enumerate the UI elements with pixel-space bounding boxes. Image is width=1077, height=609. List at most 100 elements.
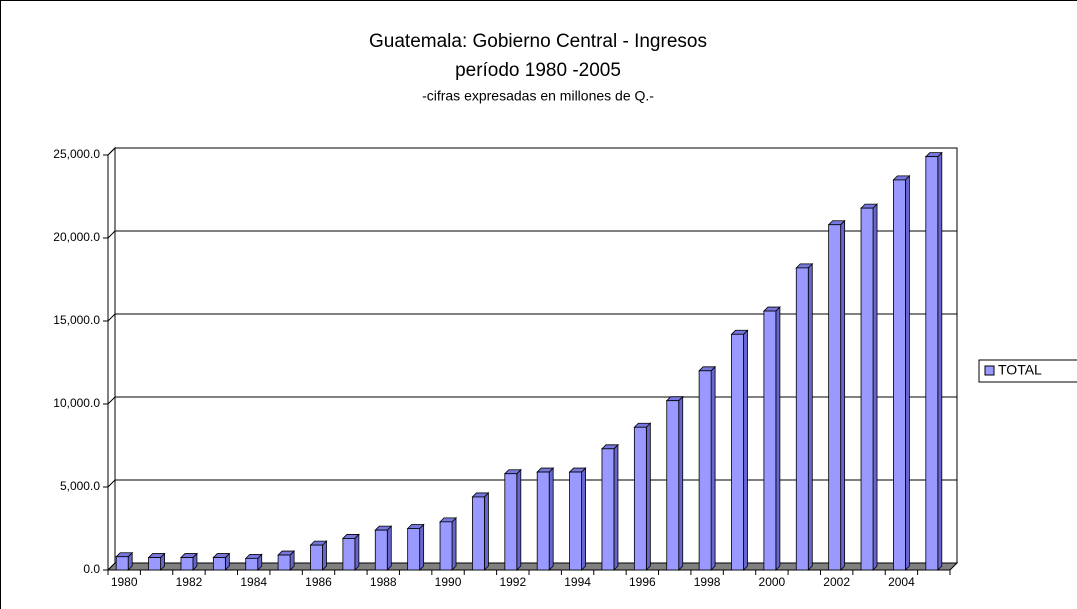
bar-front	[374, 529, 388, 571]
bar-side	[872, 203, 878, 571]
bar-side	[678, 395, 684, 571]
bar-front	[860, 207, 874, 571]
bar	[892, 174, 911, 571]
bar	[762, 306, 781, 571]
bar	[179, 552, 198, 571]
grid-line-side	[107, 396, 116, 405]
bar-side	[807, 262, 813, 571]
bar-side	[581, 467, 586, 571]
x-tick-label: 1990	[435, 575, 462, 589]
legend-box	[978, 359, 1077, 383]
x-tick-label: 1980	[111, 575, 138, 589]
bar-front	[569, 471, 582, 571]
y-tick-label: 0.0	[83, 562, 100, 576]
x-tick-label: 1988	[370, 575, 397, 589]
bar-front	[601, 448, 615, 571]
bar-front	[439, 521, 453, 571]
bar	[924, 151, 943, 571]
bar	[536, 467, 555, 571]
grid-line-side	[107, 147, 116, 156]
grid-line-side	[107, 479, 116, 488]
bar	[471, 491, 490, 571]
bar-front	[666, 400, 680, 571]
bar	[665, 395, 684, 571]
bar-side	[354, 533, 360, 571]
bar	[730, 329, 749, 571]
bar	[341, 533, 360, 571]
chart-note: -cifras expresadas en millones de Q.-	[422, 88, 654, 104]
y-tick-label: 5,000.0	[60, 479, 100, 493]
x-tick-label: 1984	[240, 575, 267, 589]
x-tick-label: 1998	[694, 575, 721, 589]
x-tick-label: 1982	[176, 575, 203, 589]
bar	[277, 550, 296, 571]
bar	[568, 467, 587, 571]
bar	[244, 553, 263, 571]
y-tick-label: 25,000.0	[53, 147, 100, 161]
bar-front	[342, 538, 356, 571]
y-tick-label: 10,000.0	[53, 396, 100, 410]
bar-front	[148, 557, 161, 571]
x-tick-label: 2004	[888, 575, 915, 589]
bar	[827, 219, 846, 571]
bar-front	[763, 310, 777, 571]
bar-side	[743, 329, 748, 571]
bar-front	[893, 179, 906, 571]
bar-front	[472, 496, 485, 571]
bar	[698, 365, 717, 571]
bar-side	[386, 525, 392, 571]
bar-front	[504, 473, 518, 571]
bar	[439, 516, 458, 571]
bar-front	[407, 528, 421, 571]
bar-side	[613, 443, 619, 571]
bar	[374, 525, 393, 571]
bar-side	[840, 219, 846, 571]
bar-front	[212, 557, 226, 571]
chart-title: Guatemala: Gobierno Central - Ingresos	[369, 31, 707, 52]
bar-front	[925, 156, 939, 571]
bar-side	[710, 365, 716, 571]
bar	[860, 203, 879, 571]
grid-line-side	[107, 230, 116, 239]
bar	[503, 468, 522, 571]
bar	[633, 422, 652, 571]
bar-side	[451, 516, 457, 571]
x-tick-label: 1996	[629, 575, 656, 589]
x-tick-label: 1986	[305, 575, 332, 589]
bar	[795, 262, 814, 571]
x-tick-label: 2002	[823, 575, 850, 589]
bar-side	[322, 540, 327, 571]
chart-subtitle: período 1980 -2005	[455, 60, 621, 81]
bar	[212, 552, 231, 571]
legend-swatch	[984, 365, 995, 376]
bar-front	[277, 554, 291, 571]
bar-front	[795, 267, 809, 571]
legend-label: TOTAL	[998, 362, 1042, 378]
bar	[600, 443, 619, 571]
bar-front	[180, 557, 194, 571]
bar-front	[310, 544, 323, 571]
bar	[406, 523, 425, 571]
y-tick-label: 15,000.0	[53, 313, 100, 327]
bar-side	[645, 422, 651, 571]
x-tick-label: 1994	[564, 575, 591, 589]
bar-front	[828, 224, 842, 571]
bar-front	[633, 426, 647, 571]
bar	[147, 552, 166, 571]
grid-line-side	[107, 313, 116, 322]
bar-front	[115, 556, 129, 571]
bar-side	[905, 174, 910, 571]
back-wall	[107, 146, 116, 572]
bar-front	[731, 333, 744, 571]
bar-side	[775, 306, 781, 571]
y-tick-label: 20,000.0	[53, 230, 100, 244]
plot-back	[114, 147, 958, 564]
bar-side	[516, 468, 522, 571]
bar	[309, 540, 328, 571]
bar-front	[245, 557, 259, 571]
x-tick-label: 1992	[499, 575, 526, 589]
bar-side	[548, 467, 554, 571]
bar	[115, 551, 134, 571]
x-tick-label: 2000	[759, 575, 786, 589]
